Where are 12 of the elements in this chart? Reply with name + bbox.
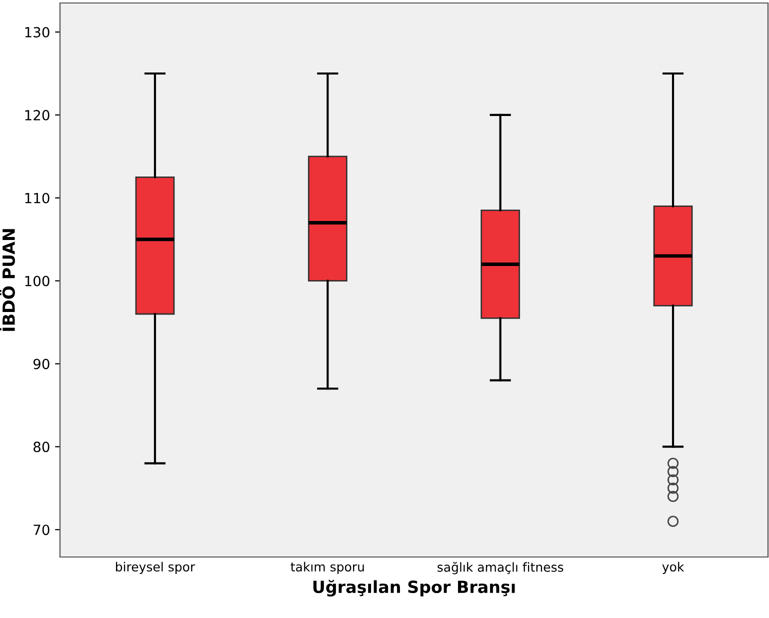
y-tick-label: 80 bbox=[34, 442, 50, 452]
x-tick-label: bireysel spor bbox=[116, 562, 196, 574]
x-tick-label: takım sporu bbox=[290, 562, 364, 574]
y-tick-label: 110 bbox=[25, 192, 50, 204]
y-tick-label: 70 bbox=[34, 524, 50, 536]
x-tick-label: sağlık amaçlı fitness bbox=[438, 562, 564, 574]
y-tick-label: 100 bbox=[25, 276, 50, 286]
y-tick-label: 120 bbox=[25, 110, 50, 120]
y-tick-label: 130 bbox=[25, 26, 50, 38]
y-tick-label: 90 bbox=[33, 358, 50, 370]
x-tick-label: yok bbox=[662, 562, 684, 574]
x-axis-title: Uğraşılan Spor Branşı bbox=[313, 580, 515, 596]
